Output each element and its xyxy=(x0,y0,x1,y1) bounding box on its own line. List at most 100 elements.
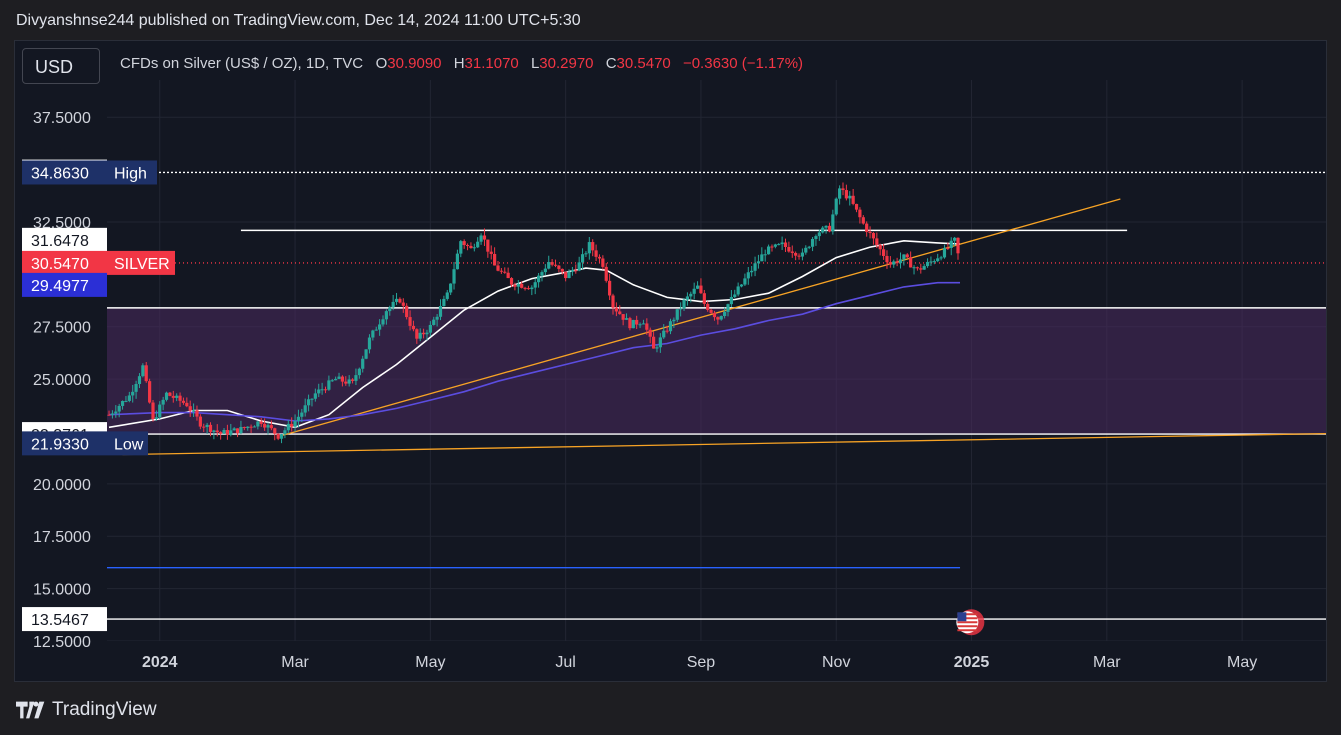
candle-body xyxy=(729,297,733,305)
candle-body xyxy=(405,305,409,318)
candle-body xyxy=(641,323,646,325)
x-tick-label: Mar xyxy=(281,654,309,671)
candle-body xyxy=(668,321,673,332)
footer-brand[interactable]: TradingView xyxy=(16,698,157,722)
candle-body xyxy=(780,242,784,245)
candle-body xyxy=(127,395,131,401)
candle-body xyxy=(296,416,301,422)
x-tick-label: 2025 xyxy=(954,654,990,671)
candle-body xyxy=(249,426,253,428)
candle-body xyxy=(611,295,615,308)
price-label-text: 21.9330 xyxy=(31,436,89,453)
candle-body xyxy=(942,247,947,258)
candle-body xyxy=(506,272,510,279)
price-label-box xyxy=(22,272,107,297)
candle-body xyxy=(246,426,250,429)
candle-body xyxy=(618,311,622,315)
price-tag-text: High xyxy=(114,165,147,182)
currency-button[interactable]: USD xyxy=(22,48,100,84)
candle-body xyxy=(763,254,767,256)
price-tag-text: Low xyxy=(114,436,144,453)
candle-body xyxy=(449,283,453,293)
candle-body xyxy=(746,272,750,279)
candle-body xyxy=(912,267,916,269)
candle-body xyxy=(499,270,503,272)
candle-body xyxy=(306,399,311,406)
candle-body xyxy=(831,214,835,232)
candle-body xyxy=(482,235,487,240)
candle-body xyxy=(848,195,852,199)
candle-body xyxy=(378,324,382,330)
candle-body xyxy=(191,410,196,412)
close-value: 30.5470 xyxy=(616,55,671,72)
candle-body xyxy=(493,253,497,266)
candle-body xyxy=(367,337,372,350)
candle-body xyxy=(946,247,950,249)
candle-body xyxy=(486,239,490,252)
price-label-text: 34.8630 xyxy=(31,165,89,182)
candle-body xyxy=(567,271,571,279)
candle-body xyxy=(398,298,402,303)
low-label: L xyxy=(530,55,540,72)
candle-body xyxy=(124,400,128,402)
candle-body xyxy=(344,381,348,384)
candle-body xyxy=(134,383,138,392)
price-tag-box xyxy=(107,250,175,275)
candle-body xyxy=(807,246,811,248)
candle-body xyxy=(719,316,723,320)
price-label-text: 13.5467 xyxy=(31,612,89,629)
candle-body xyxy=(384,311,388,320)
publish-header: Divyanshnse244 published on TradingView.… xyxy=(0,0,1341,40)
candle-body xyxy=(215,430,219,433)
candle-body xyxy=(185,402,189,407)
price-label-box xyxy=(22,227,107,252)
candle-body xyxy=(337,376,341,379)
candle-body xyxy=(858,209,862,218)
candle-body xyxy=(178,395,182,401)
candle-body xyxy=(290,423,294,427)
flag-stripe xyxy=(957,617,978,620)
y-tick-label: 12.5000 xyxy=(33,634,91,651)
candle-body xyxy=(675,309,679,320)
candle-body xyxy=(760,254,764,262)
candle-body xyxy=(334,378,338,381)
candle-body xyxy=(635,319,639,325)
price-tag-box xyxy=(107,431,148,456)
candle-body xyxy=(665,330,669,332)
candle-body xyxy=(547,262,551,269)
candle-body xyxy=(476,241,480,248)
candle-body xyxy=(956,237,960,254)
candle-body xyxy=(459,241,463,254)
candle-body xyxy=(175,395,179,398)
candle-body xyxy=(418,332,422,339)
candle-body xyxy=(391,301,395,308)
candle-body xyxy=(114,411,118,414)
candle-body xyxy=(536,275,541,283)
candle-body xyxy=(925,261,930,267)
candle-body xyxy=(851,195,855,204)
candle-body xyxy=(608,280,612,296)
candle-body xyxy=(790,251,794,253)
candle-body xyxy=(838,188,842,199)
candle-body xyxy=(320,389,324,391)
candle-body xyxy=(361,358,365,369)
candle-body xyxy=(865,223,869,232)
candle-body xyxy=(827,225,832,232)
price-tag-text: SILVER xyxy=(114,256,170,273)
candle-body xyxy=(252,426,257,428)
candle-body xyxy=(110,413,115,415)
candle-body xyxy=(158,404,162,418)
candle-body xyxy=(580,254,585,263)
candle-body xyxy=(455,253,460,270)
candle-body xyxy=(208,424,213,432)
candle-body xyxy=(854,203,859,210)
price-label: 30.5470 SILVER xyxy=(22,250,175,275)
candle-body xyxy=(161,399,165,405)
candle-body xyxy=(411,325,416,330)
candle-body xyxy=(871,233,876,239)
low-value: 30.2970 xyxy=(539,55,594,72)
x-tick-label: May xyxy=(415,654,445,671)
candle-body xyxy=(141,365,145,377)
candle-body xyxy=(685,296,690,300)
